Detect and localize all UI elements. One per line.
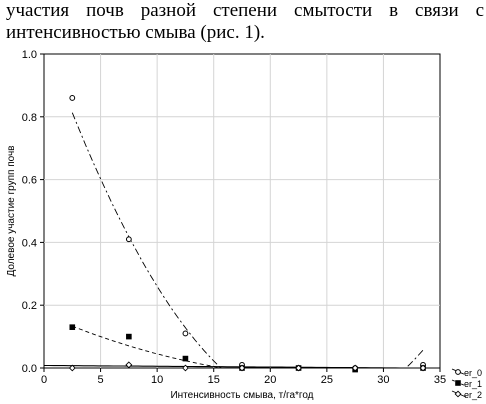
data-point-er_2 xyxy=(351,364,359,372)
x-tick-label: 20 xyxy=(264,374,276,386)
data-point-er_2 xyxy=(125,361,133,369)
x-tick-label: 35 xyxy=(434,374,446,386)
y-tick-label: 0.8 xyxy=(22,112,37,124)
y-tick-label: 0.0 xyxy=(22,363,37,375)
x-axis-label: Интенсивность смыва, т/га*год xyxy=(170,390,313,401)
x-tick-label: 5 xyxy=(98,374,104,386)
document-text-line-1: участия почв разной степени смытости в с… xyxy=(6,0,484,21)
x-tick-label: 25 xyxy=(321,374,333,386)
data-point-er_0 xyxy=(182,330,189,337)
x-tick-label: 15 xyxy=(208,374,220,386)
document-text: участия почв разной степени смытости в с… xyxy=(6,0,484,44)
document-text-line-2: интенсивностью смыва (рис. 1). xyxy=(6,22,265,43)
data-point-er_1 xyxy=(126,333,132,340)
x-tick-label: 10 xyxy=(151,374,163,386)
x-tick-label: 0 xyxy=(41,374,47,386)
legend-marker-er_1 xyxy=(455,380,461,386)
legend-label-er_2: er_2 xyxy=(464,390,482,400)
y-tick-label: 0.6 xyxy=(22,175,37,187)
data-point-er_1 xyxy=(182,355,189,362)
data-point-er_1 xyxy=(69,324,76,330)
legend-label-er_1: er_1 xyxy=(464,379,482,389)
data-point-er_2 xyxy=(295,364,303,372)
legend-marker-er_2 xyxy=(454,390,462,398)
data-point-er_2 xyxy=(181,364,189,372)
y-tick-label: 0.2 xyxy=(22,300,37,312)
data-point-er_0 xyxy=(125,236,132,243)
legend-line-er_0 xyxy=(451,368,467,376)
x-tick-label: 30 xyxy=(377,374,389,386)
data-point-er_2 xyxy=(419,364,427,372)
plot-frame xyxy=(43,53,441,369)
legend-marker-er_0 xyxy=(455,369,461,375)
data-point-er_0 xyxy=(69,95,76,101)
y-tick-label: 1.0 xyxy=(22,49,37,61)
y-axis-label: Долевое участие групп почв xyxy=(6,146,17,277)
legend-label-er_0: er_0 xyxy=(464,368,482,378)
y-tick-label: 0.4 xyxy=(22,237,37,249)
data-point-er_2 xyxy=(68,364,76,372)
data-point-er_2 xyxy=(238,364,246,372)
chart: 0 5 10 15 20 25 30 35 0.0 0.2 0.4 0.6 0.8 1.0 Интенсив… xyxy=(6,49,482,401)
